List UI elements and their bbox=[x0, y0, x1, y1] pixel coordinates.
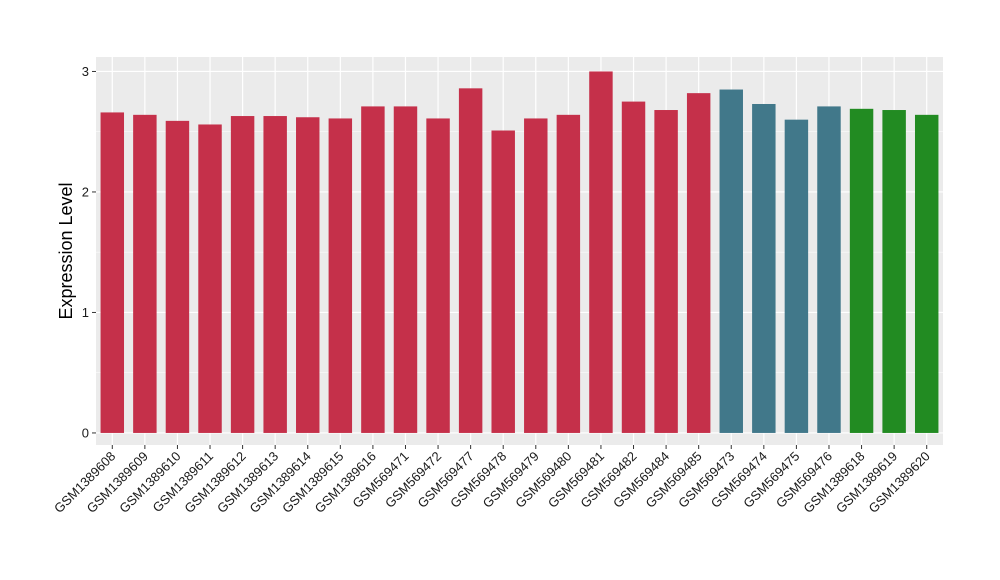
bar-GSM1389609 bbox=[133, 114, 157, 433]
bar-GSM1389614 bbox=[296, 117, 320, 433]
bar-GSM569477 bbox=[458, 88, 483, 433]
bar-GSM1389613 bbox=[263, 116, 287, 433]
bar-GSM569471 bbox=[393, 106, 418, 433]
bar-GSM569481 bbox=[589, 71, 613, 433]
x-axis: GSM1389608GSM1389609GSM1389610GSM1389611… bbox=[51, 445, 933, 516]
bar-GSM1389611 bbox=[198, 124, 222, 433]
bar-GSM1389615 bbox=[328, 118, 353, 433]
bar-GSM569472 bbox=[426, 118, 450, 433]
bar-GSM569482 bbox=[621, 101, 646, 433]
bar-GSM1389608 bbox=[100, 112, 125, 433]
bar-GSM569478 bbox=[491, 130, 515, 433]
bar-GSM1389620 bbox=[914, 114, 939, 433]
bar-GSM569473 bbox=[719, 89, 743, 433]
bar-GSM1389612 bbox=[230, 116, 255, 433]
bar-GSM1389618 bbox=[849, 108, 874, 433]
y-tick-label: 2 bbox=[82, 184, 89, 199]
y-tick-label: 3 bbox=[82, 64, 89, 79]
bar-GSM1389619 bbox=[882, 110, 906, 433]
bar-GSM1389610 bbox=[165, 120, 190, 433]
bar-GSM1389616 bbox=[361, 106, 385, 433]
bar-GSM569479 bbox=[524, 118, 548, 433]
y-axis: 0 1 2 3 bbox=[82, 64, 96, 440]
bar-GSM569475 bbox=[784, 119, 809, 433]
y-tick-label: 1 bbox=[82, 305, 89, 320]
y-tick-label: 0 bbox=[82, 425, 89, 440]
bar-GSM569480 bbox=[556, 114, 581, 433]
bar-GSM569476 bbox=[817, 106, 841, 433]
plot-panel bbox=[96, 57, 943, 445]
y-axis-title: Expression Level bbox=[56, 182, 76, 319]
bar-GSM569474 bbox=[752, 103, 776, 433]
bar-GSM569485 bbox=[686, 93, 711, 433]
bar-GSM569484 bbox=[654, 110, 678, 433]
bars bbox=[100, 71, 939, 433]
